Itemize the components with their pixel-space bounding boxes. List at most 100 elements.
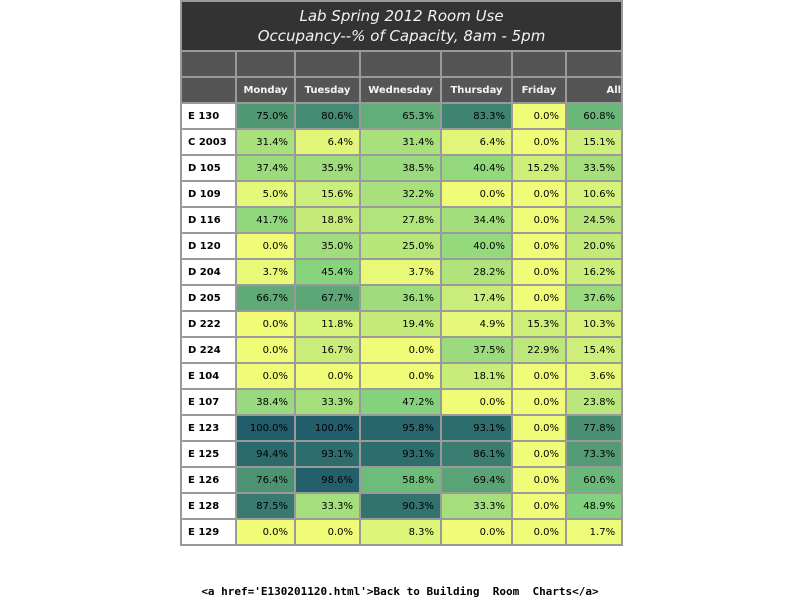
heatmap-cell: 48.9% <box>564 492 624 520</box>
table-row: D 109 5.0% 15.6% 32.2% 0.0% 0.0% 10.6% <box>180 180 624 208</box>
heatmap-cell: 3.7% <box>359 258 442 286</box>
heatmap-cell: 60.6% <box>564 466 624 494</box>
heatmap-cell: 3.6% <box>564 362 624 390</box>
room-label: D 105 <box>180 154 237 182</box>
heatmap-cell: 34.4% <box>440 206 513 234</box>
table-row: C 2003 31.4% 6.4% 31.4% 6.4% 0.0% 15.1% <box>180 128 624 156</box>
column-header-tuesday: Tuesday <box>294 76 361 104</box>
heatmap-cell: 31.4% <box>359 128 442 156</box>
room-column-header <box>180 76 237 104</box>
heatmap-cell: 35.9% <box>294 154 361 182</box>
heatmap-cell: 90.3% <box>359 492 442 520</box>
table-row: E 128 87.5% 33.3% 90.3% 33.3% 0.0% 48.9% <box>180 492 624 520</box>
heatmap-cell: 8.3% <box>359 518 442 546</box>
room-label: D 116 <box>180 206 237 234</box>
heatmap-cell: 0.0% <box>511 466 567 494</box>
table-row: D 205 66.7% 67.7% 36.1% 17.4% 0.0% 37.6% <box>180 284 624 312</box>
room-label: D 204 <box>180 258 237 286</box>
heatmap-cell: 10.3% <box>564 310 624 338</box>
column-header-monday: Monday <box>235 76 296 104</box>
blank-header-cell <box>440 50 513 78</box>
blank-header-cell <box>511 50 567 78</box>
heatmap-cell: 1.7% <box>564 518 624 546</box>
table-row: D 120 0.0% 35.0% 25.0% 40.0% 0.0% 20.0% <box>180 232 624 260</box>
heatmap-cell: 0.0% <box>440 180 513 208</box>
heatmap-cell: 11.8% <box>294 310 361 338</box>
heatmap-cell: 6.4% <box>440 128 513 156</box>
heatmap-cell: 0.0% <box>359 336 442 364</box>
heatmap-cell: 37.4% <box>235 154 296 182</box>
table-row: E 126 76.4% 98.6% 58.8% 69.4% 0.0% 60.6% <box>180 466 624 494</box>
occupancy-heatmap-table: Lab Spring 2012 Room Use Occupancy--% of… <box>179 0 624 546</box>
heatmap-cell: 58.8% <box>359 466 442 494</box>
heatmap-cell: 36.1% <box>359 284 442 312</box>
heatmap-cell: 60.8% <box>564 102 624 130</box>
heatmap-cell: 10.6% <box>564 180 624 208</box>
heatmap-cell: 37.5% <box>440 336 513 364</box>
heatmap-cell: 0.0% <box>511 258 567 286</box>
heatmap-cell: 15.2% <box>511 154 567 182</box>
table-row: D 224 0.0% 16.7% 0.0% 37.5% 22.9% 15.4% <box>180 336 624 364</box>
column-header-wednesday: Wednesday <box>359 76 442 104</box>
heatmap-cell: 67.7% <box>294 284 361 312</box>
heatmap-cell: 65.3% <box>359 102 442 130</box>
heatmap-cell: 19.4% <box>359 310 442 338</box>
heatmap-cell: 77.8% <box>564 414 624 442</box>
heatmap-cell: 0.0% <box>294 362 361 390</box>
heatmap-cell: 24.5% <box>564 206 624 234</box>
room-label: D 224 <box>180 336 237 364</box>
table-row: E 130 75.0% 80.6% 65.3% 83.3% 0.0% 60.8% <box>180 102 624 130</box>
heatmap-cell: 100.0% <box>294 414 361 442</box>
column-header-all: All <box>564 76 624 104</box>
heatmap-cell: 23.8% <box>564 388 624 416</box>
heatmap-cell: 66.7% <box>235 284 296 312</box>
table-row: E 107 38.4% 33.3% 47.2% 0.0% 0.0% 23.8% <box>180 388 624 416</box>
heatmap-cell: 0.0% <box>235 232 296 260</box>
room-label: D 109 <box>180 180 237 208</box>
heatmap-cell: 37.6% <box>564 284 624 312</box>
heatmap-cell: 40.4% <box>440 154 513 182</box>
room-label: D 205 <box>180 284 237 312</box>
heatmap-cell: 0.0% <box>235 518 296 546</box>
heatmap-cell: 76.4% <box>235 466 296 494</box>
heatmap-cell: 3.7% <box>235 258 296 286</box>
heatmap-cell: 100.0% <box>235 414 296 442</box>
heatmap-cell: 28.2% <box>440 258 513 286</box>
heatmap-cell: 18.8% <box>294 206 361 234</box>
heatmap-cell: 32.2% <box>359 180 442 208</box>
room-label: E 123 <box>180 414 237 442</box>
heatmap-cell: 5.0% <box>235 180 296 208</box>
column-header-friday: Friday <box>511 76 567 104</box>
chart-title-block: Lab Spring 2012 Room Use Occupancy--% of… <box>179 0 624 52</box>
heatmap-cell: 0.0% <box>511 388 567 416</box>
heatmap-cell: 40.0% <box>440 232 513 260</box>
room-label: E 126 <box>180 466 237 494</box>
blank-header-cell <box>359 50 442 78</box>
chart-title: Lab Spring 2012 Room Use <box>299 7 504 25</box>
room-label: E 107 <box>180 388 237 416</box>
table-row: E 125 94.4% 93.1% 93.1% 86.1% 0.0% 73.3% <box>180 440 624 468</box>
heatmap-cell: 0.0% <box>511 414 567 442</box>
room-label: E 130 <box>180 102 237 130</box>
heatmap-cell: 0.0% <box>440 388 513 416</box>
room-label: E 104 <box>180 362 237 390</box>
heatmap-cell: 0.0% <box>511 206 567 234</box>
heatmap-cell: 0.0% <box>511 362 567 390</box>
blank-header-cell <box>180 50 237 78</box>
back-to-building-link[interactable]: <a href='E130201120.html'>Back to Buildi… <box>201 585 599 598</box>
heatmap-cell: 0.0% <box>511 102 567 130</box>
heatmap-cell: 17.4% <box>440 284 513 312</box>
heatmap-cell: 0.0% <box>511 180 567 208</box>
heatmap-cell: 0.0% <box>511 128 567 156</box>
heatmap-cell: 41.7% <box>235 206 296 234</box>
heatmap-cell: 35.0% <box>294 232 361 260</box>
heatmap-cell: 94.4% <box>235 440 296 468</box>
heatmap-cell: 4.9% <box>440 310 513 338</box>
heatmap-cell: 0.0% <box>511 284 567 312</box>
heatmap-cell: 0.0% <box>235 362 296 390</box>
heatmap-cell: 45.4% <box>294 258 361 286</box>
heatmap-cell: 0.0% <box>440 518 513 546</box>
heatmap-cell: 75.0% <box>235 102 296 130</box>
heatmap-cell: 0.0% <box>511 518 567 546</box>
heatmap-cell: 98.6% <box>294 466 361 494</box>
